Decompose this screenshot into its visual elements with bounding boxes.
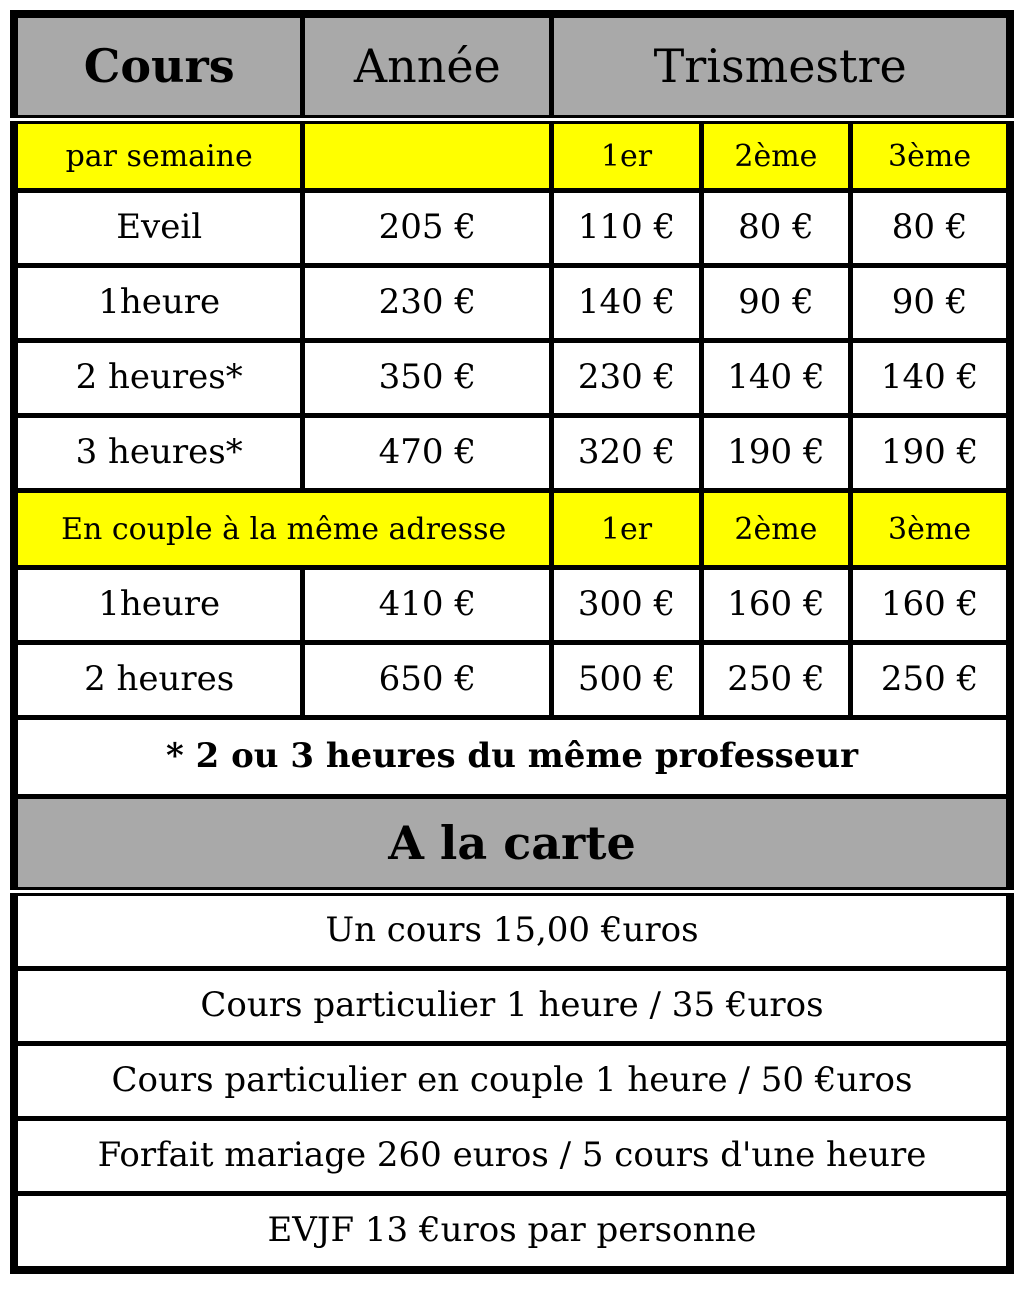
term1-price-cell: 300 €: [549, 565, 704, 645]
term3-price-cell: 80 €: [848, 188, 1013, 268]
course-cell: 2 heures: [11, 640, 306, 720]
alacarte-item: Forfait mariage 260 euros / 5 cours d'un…: [11, 1116, 1013, 1196]
table-row: 2 heures 650 € 500 € 250 € 250 €: [11, 640, 1013, 720]
alacarte-title: A la carte: [11, 794, 1013, 896]
footnote-text: * 2 ou 3 heures du même professeur: [11, 715, 1013, 799]
table-header-row: Cours Année Trismestre: [11, 11, 1013, 124]
alacarte-item: Cours particulier en couple 1 heure / 50…: [11, 1041, 1013, 1121]
course-cell: 1heure: [11, 263, 306, 343]
term1-price-cell: 140 €: [549, 263, 704, 343]
year-price-cell: 230 €: [300, 263, 555, 343]
term2-price-cell: 90 €: [698, 263, 854, 343]
term1-price-cell: 320 €: [549, 413, 704, 493]
term2-price-cell: 140 €: [698, 338, 854, 418]
alacarte-item: EVJF 13 €uros par personne: [11, 1191, 1013, 1273]
term3-price-cell: 250 €: [848, 640, 1013, 720]
alacarte-item: Cours particulier 1 heure / 35 €uros: [11, 966, 1013, 1046]
year-price-cell: 205 €: [300, 188, 555, 268]
table-row: 1heure 410 € 300 € 160 € 160 €: [11, 565, 1013, 645]
week-section-empty-cell: [300, 117, 555, 193]
alacarte-item-row: Un cours 15,00 €uros: [11, 889, 1013, 971]
week-term-1-header: 1er: [549, 117, 704, 193]
couple-term-3-header: 3ème: [848, 488, 1013, 570]
course-cell: 3 heures*: [11, 413, 306, 493]
couple-section-header-row: En couple à la même adresse 1er 2ème 3èm…: [11, 488, 1013, 570]
term2-price-cell: 80 €: [698, 188, 854, 268]
alacarte-title-row: A la carte: [11, 794, 1013, 896]
week-section-label: par semaine: [11, 117, 306, 193]
couple-term-1-header: 1er: [549, 488, 704, 570]
alacarte-item-row: Cours particulier 1 heure / 35 €uros: [11, 966, 1013, 1046]
term2-price-cell: 190 €: [698, 413, 854, 493]
week-section-header-row: par semaine 1er 2ème 3ème: [11, 117, 1013, 193]
course-cell: Eveil: [11, 188, 306, 268]
week-term-3-header: 3ème: [848, 117, 1013, 193]
course-cell: 1heure: [11, 565, 306, 645]
table-row: 1heure 230 € 140 € 90 € 90 €: [11, 263, 1013, 343]
term3-price-cell: 90 €: [848, 263, 1013, 343]
course-cell: 2 heures*: [11, 338, 306, 418]
header-cours: Cours: [11, 11, 306, 124]
header-annee: Année: [300, 11, 555, 124]
year-price-cell: 650 €: [300, 640, 555, 720]
term3-price-cell: 190 €: [848, 413, 1013, 493]
alacarte-item-row: Cours particulier en couple 1 heure / 50…: [11, 1041, 1013, 1121]
alacarte-item-row: Forfait mariage 260 euros / 5 cours d'un…: [11, 1116, 1013, 1196]
term1-price-cell: 500 €: [549, 640, 704, 720]
pricing-table: Cours Année Trismestre par semaine 1er 2…: [10, 10, 1014, 1274]
table-row: Eveil 205 € 110 € 80 € 80 €: [11, 188, 1013, 268]
week-term-2-header: 2ème: [698, 117, 854, 193]
term2-price-cell: 250 €: [698, 640, 854, 720]
term2-price-cell: 160 €: [698, 565, 854, 645]
year-price-cell: 350 €: [300, 338, 555, 418]
alacarte-item-row: EVJF 13 €uros par personne: [11, 1191, 1013, 1273]
table-row: 3 heures* 470 € 320 € 190 € 190 €: [11, 413, 1013, 493]
term3-price-cell: 160 €: [848, 565, 1013, 645]
term1-price-cell: 230 €: [549, 338, 704, 418]
couple-section-label: En couple à la même adresse: [11, 488, 555, 570]
header-trimestre: Trismestre: [549, 11, 1013, 124]
couple-term-2-header: 2ème: [698, 488, 854, 570]
footnote-row: * 2 ou 3 heures du même professeur: [11, 715, 1013, 799]
table-row: 2 heures* 350 € 230 € 140 € 140 €: [11, 338, 1013, 418]
term3-price-cell: 140 €: [848, 338, 1013, 418]
term1-price-cell: 110 €: [549, 188, 704, 268]
year-price-cell: 410 €: [300, 565, 555, 645]
year-price-cell: 470 €: [300, 413, 555, 493]
alacarte-item: Un cours 15,00 €uros: [11, 889, 1013, 971]
